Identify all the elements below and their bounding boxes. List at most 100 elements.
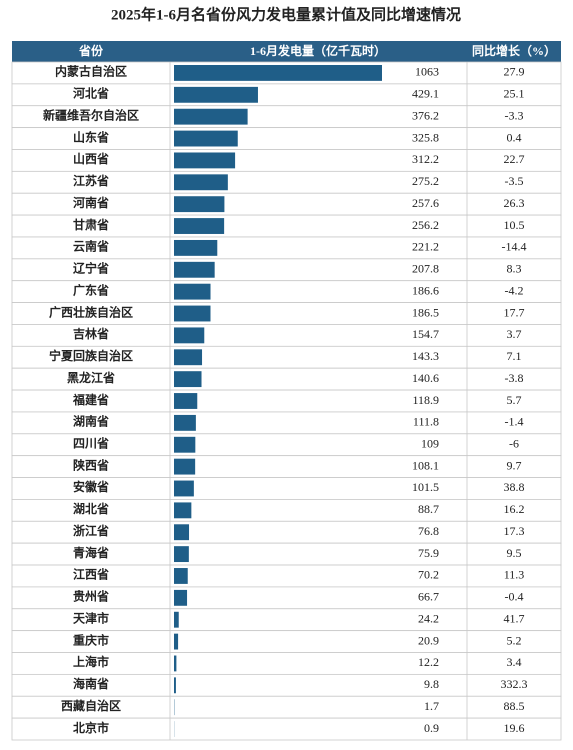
growth: 26.3 [504,196,525,210]
province: 吉林省 [73,326,109,341]
bar [174,65,382,81]
province: 甘肃省 [73,217,109,232]
growth: 27.9 [504,65,525,79]
value: 0.9 [424,721,439,735]
bar [174,546,189,562]
growth: 19.6 [504,721,525,735]
growth: -14.4 [502,240,527,254]
bar [174,415,196,431]
growth: 10.5 [504,218,525,232]
value: 88.7 [418,502,439,516]
growth: 0.4 [507,130,522,144]
value: 1.7 [424,699,439,713]
province: 江西省 [73,567,109,582]
value: 221.2 [412,240,439,254]
bar [174,87,258,103]
growth: -0.4 [505,590,524,604]
province: 黑龙江省 [67,370,115,385]
province: 山西省 [73,151,109,166]
province: 云南省 [73,239,109,254]
bar [174,590,187,606]
bar [174,437,195,453]
province: 青海省 [73,545,109,560]
bar [174,481,194,497]
growth: -3.5 [505,174,524,188]
growth: 38.8 [504,480,525,494]
bar [174,327,204,343]
province: 浙江省 [73,523,109,538]
bar [174,459,195,475]
bar [174,131,238,147]
province: 山东省 [73,129,109,144]
value: 12.2 [418,655,439,669]
bar [174,612,179,628]
province: 江苏省 [73,173,109,188]
growth: 332.3 [501,677,528,691]
growth: 22.7 [504,152,525,166]
bar [174,284,211,300]
bar [174,349,202,365]
value: 376.2 [412,108,439,122]
value: 186.5 [412,305,439,319]
growth: 9.7 [507,458,522,472]
value: 111.8 [413,415,439,429]
value: 70.2 [418,568,439,582]
value: 108.1 [412,458,439,472]
province: 内蒙古自治区 [55,64,127,79]
growth: 17.3 [504,524,525,538]
bar [174,371,202,387]
bar [174,109,248,125]
province: 上海市 [73,654,109,669]
bar [174,656,176,672]
province: 重庆市 [73,632,109,647]
growth: -1.4 [505,415,524,429]
growth: 5.7 [507,393,522,407]
growth: 88.5 [504,699,525,713]
province: 河南省 [72,195,109,210]
value: 257.6 [412,196,439,210]
bar [174,524,189,540]
growth: 7.1 [507,349,522,363]
province: 河北省 [72,86,109,101]
growth: 17.7 [504,305,525,319]
province: 海南省 [73,676,109,691]
growth: -4.2 [505,283,524,297]
bar [174,262,215,278]
province: 辽宁省 [73,261,109,276]
header-cell: 1-6月发电量（亿千瓦时） [250,43,386,58]
province: 福建省 [72,392,109,407]
province: 陕西省 [73,457,109,472]
value: 20.9 [418,633,439,647]
value: 66.7 [418,590,439,604]
value: 143.3 [412,349,439,363]
province: 广东省 [73,282,109,297]
province: 北京市 [73,720,109,735]
growth: 5.2 [507,633,522,647]
province: 贵州省 [73,589,109,604]
province: 新疆维吾尔自治区 [43,107,139,122]
growth: 11.3 [504,568,525,582]
value: 154.7 [412,327,439,341]
value: 275.2 [412,174,439,188]
value: 101.5 [412,480,439,494]
value: 186.6 [412,283,439,297]
bar [174,240,217,256]
value: 75.9 [418,546,439,560]
value: 9.8 [424,677,439,691]
bar [174,634,178,650]
province: 湖南省 [73,414,109,429]
bar [174,306,210,322]
bar [174,393,197,409]
bar [174,677,176,693]
growth: -6 [509,436,519,450]
value: 140.6 [412,371,439,385]
bar [174,152,235,168]
growth: 41.7 [504,611,525,625]
value: 207.8 [412,262,439,276]
value: 1063 [415,65,439,79]
value: 118.9 [412,393,439,407]
growth: 8.3 [507,262,522,276]
growth: -3.3 [505,108,524,122]
